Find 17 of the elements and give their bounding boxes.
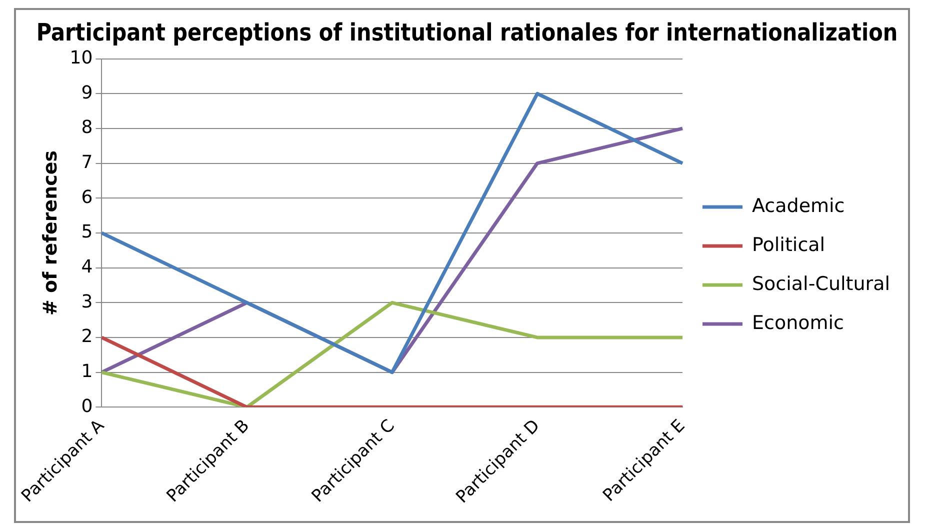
y-tick-label: 7 <box>81 152 93 173</box>
legend-label: Academic <box>752 194 845 217</box>
y-tick-label: 3 <box>81 291 93 312</box>
y-tick-label: 1 <box>81 360 93 382</box>
y-tick-label: 9 <box>81 82 93 104</box>
legend-label: Social-Cultural <box>752 272 890 295</box>
y-tick-label: 2 <box>81 326 93 348</box>
y-tick-label: 8 <box>81 117 93 138</box>
y-axis-title: # of references <box>39 150 62 316</box>
legend-label: Political <box>752 234 826 256</box>
y-tick-label: 4 <box>81 256 93 278</box>
legend-label: Economic <box>752 312 844 334</box>
y-tick-label: 0 <box>81 396 93 417</box>
y-tick-label: 5 <box>81 222 93 243</box>
y-tick-label: 10 <box>70 47 93 68</box>
chart-title: Participant perceptions of institutional rationales for internationalization <box>36 19 898 48</box>
y-tick-label: 6 <box>81 186 93 208</box>
